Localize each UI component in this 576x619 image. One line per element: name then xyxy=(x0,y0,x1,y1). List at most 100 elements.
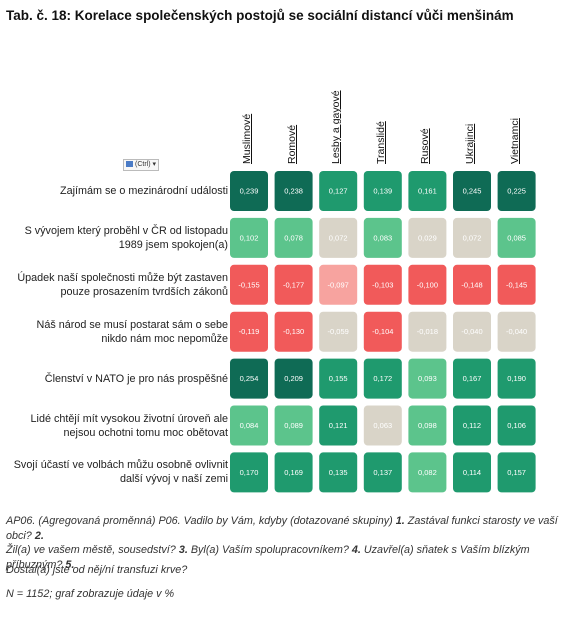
heatmap-value: -0,059 xyxy=(328,327,349,336)
heatmap-cell xyxy=(408,264,447,305)
heatmap-cell xyxy=(274,311,313,352)
heatmap-cell xyxy=(453,311,491,352)
heatmap-value: 0,063 xyxy=(373,421,392,430)
note-line-4: N = 1152; graf zobrazuje údaje v % xyxy=(6,588,175,600)
heatmap-value: -0,104 xyxy=(372,327,393,336)
heatmap-value: 0,167 xyxy=(463,374,482,383)
heatmap-cell xyxy=(408,171,447,211)
note-segment: Uzavřel(a) sňatek s Vaším blízkým příbuz… xyxy=(6,544,530,571)
row-label-line: další vývoj v naší zemi xyxy=(119,473,228,486)
heatmap-cell xyxy=(408,405,447,446)
heatmap-cell xyxy=(319,358,358,399)
paste-options-label: (Ctrl) ▾ xyxy=(135,161,157,168)
heatmap-value: 0,102 xyxy=(240,233,259,242)
note-segment: 3. xyxy=(178,544,188,556)
heatmap-value: -0,177 xyxy=(283,280,304,289)
row-label: Lidé chtějí mít vysokou životní úroveň a… xyxy=(0,412,228,440)
column-header: Muslimové xyxy=(241,113,253,164)
heatmap-value: 0,084 xyxy=(240,421,259,430)
heatmap-value: 0,089 xyxy=(284,421,303,430)
row-label-line: Náš národ se musí postarat sám o sebe xyxy=(36,318,228,331)
heatmap-value: 0,161 xyxy=(418,187,437,196)
heatmap-cell xyxy=(408,452,447,493)
heatmap-value: -0,130 xyxy=(283,327,304,336)
row-label: Zajímám se o mezinárodní události xyxy=(0,184,228,198)
column-header: Lesby a gayové xyxy=(330,90,343,164)
heatmap-cell xyxy=(497,452,536,493)
heatmap-cell xyxy=(497,311,536,352)
heatmap-value: -0,097 xyxy=(328,280,349,289)
row-label-line: nikdo nám moc nepomůže xyxy=(101,332,228,345)
heatmap-cell xyxy=(363,452,402,493)
heatmap-cell xyxy=(319,264,358,305)
note-segment: Zastával funkci starosty ve vaší obci? xyxy=(6,515,558,542)
heatmap-cell xyxy=(230,264,268,305)
heatmap-cell xyxy=(319,452,358,493)
heatmap-value: 0,239 xyxy=(240,187,259,196)
heatmap-value: -0,148 xyxy=(461,280,482,289)
note-segment: 2. xyxy=(34,530,44,542)
heatmap-cell xyxy=(497,358,536,399)
row-label-line: Zajímám se o mezinárodní události xyxy=(59,185,228,197)
heatmap-cell xyxy=(453,405,491,446)
column-header: Vietnamci xyxy=(508,118,521,164)
heatmap-value: 0,190 xyxy=(507,374,526,383)
row-label-line: Členství v NATO je pro nás prospěšné xyxy=(44,372,228,385)
heatmap-cell xyxy=(408,311,447,352)
heatmap-cell xyxy=(319,171,358,211)
heatmap-value: -0,145 xyxy=(506,280,527,289)
note-segment: 1. xyxy=(395,515,405,527)
table-title: Tab. č. 18: Korelace společenských posto… xyxy=(6,8,514,23)
row-label-line: Lidé chtějí mít vysokou životní úroveň a… xyxy=(30,412,228,425)
row-label-line: 1989 jsem spokojen(a) xyxy=(118,238,228,251)
note-segment: Byl(a) Vaším spolupracovníkem? xyxy=(187,544,352,556)
heatmap-value: 0,029 xyxy=(418,233,437,242)
heatmap-value: 0,121 xyxy=(329,421,348,430)
heatmap-value: 0,135 xyxy=(329,468,348,477)
heatmap-cell xyxy=(497,405,536,446)
heatmap-value: 0,078 xyxy=(284,233,303,242)
row-label: Úpadek naší společnosti může být zastave… xyxy=(0,271,228,299)
note-line-2: Žil(a) ve vašem městě, sousedství? 3. By… xyxy=(6,543,571,573)
heatmap-cell xyxy=(274,171,313,211)
heatmap-cell xyxy=(230,217,268,258)
heatmap-cell xyxy=(230,171,268,211)
heatmap-value: 0,172 xyxy=(373,374,392,383)
row-label-line: S vývojem který proběhl v ČR od listopad… xyxy=(24,224,228,237)
note-line-3: Dostal(a) jste od něj/ní transfuzi krve? xyxy=(6,564,188,576)
row-label: S vývojem který proběhl v ČR od listopad… xyxy=(0,224,228,252)
heatmap-svg: 0,239 0,238 0,127 0,139 0,161 0,245 0,225 0,102… xyxy=(230,171,536,493)
column-header: Romové xyxy=(285,124,298,164)
heatmap-value: 0,209 xyxy=(284,374,303,383)
heatmap-cell xyxy=(408,358,447,399)
heatmap-value: 0,112 xyxy=(463,421,481,430)
heatmap-value: 0,072 xyxy=(463,233,482,242)
heatmap-cell xyxy=(319,311,358,352)
heatmap-value: -0,040 xyxy=(461,327,482,336)
heatmap-value: 0,098 xyxy=(418,421,437,430)
heatmap-cell xyxy=(274,217,313,258)
heatmap-cell xyxy=(363,171,402,211)
paste-options-control[interactable]: (Ctrl) ▾ xyxy=(123,159,160,171)
heatmap-value: 0,137 xyxy=(373,468,392,477)
heatmap-value: 0,155 xyxy=(329,374,348,383)
heatmap-value: -0,100 xyxy=(417,280,438,289)
heatmap-cell xyxy=(230,405,268,446)
column-header: Rusové xyxy=(419,128,432,164)
note-segment: 5. xyxy=(65,559,75,571)
row-label-line: pouze prosazením tvrdších zákonů xyxy=(60,285,228,298)
heatmap-cell xyxy=(274,264,313,305)
row-label: Náš národ se musí postarat sám o sebe nik… xyxy=(0,318,228,346)
row-label-line: Úpadek naší společnosti může být zastave… xyxy=(17,271,228,284)
heatmap-value: 0,093 xyxy=(418,374,437,383)
row-label-line: Svojí účastí ve volbách můžu osobně ovli… xyxy=(13,459,228,472)
heatmap-cell xyxy=(274,405,313,446)
heatmap-cell xyxy=(453,171,491,211)
note-line-1: AP06. (Agregovaná proměnná) P06. Vadilo … xyxy=(6,514,571,544)
heatmap-cell xyxy=(230,311,268,352)
heatmap-value: 0,085 xyxy=(507,233,526,242)
heatmap-cell xyxy=(453,264,491,305)
heatmap-cell xyxy=(274,358,313,399)
heatmap-value: 0,245 xyxy=(463,187,482,196)
heatmap-value: -0,040 xyxy=(506,327,527,336)
